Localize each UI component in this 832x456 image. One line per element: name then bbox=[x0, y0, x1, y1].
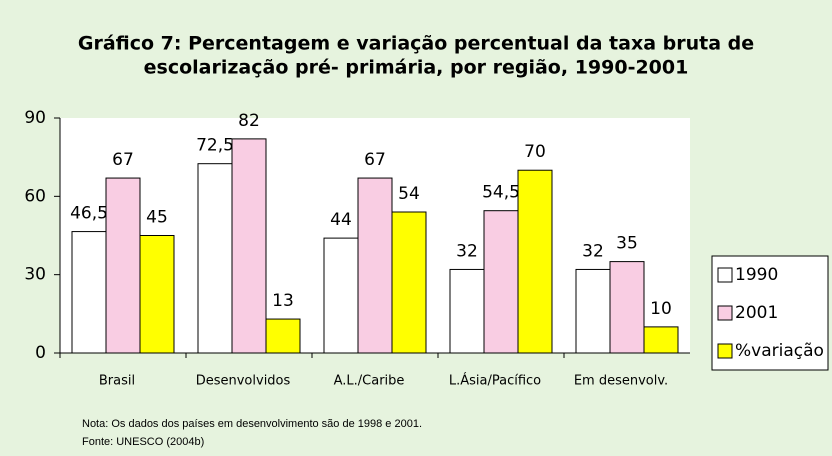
data-label: 32 bbox=[456, 241, 478, 261]
bar bbox=[483, 210, 519, 354]
bar bbox=[105, 177, 141, 354]
data-label: 45 bbox=[146, 208, 168, 228]
data-label: 70 bbox=[524, 142, 546, 162]
y-tick-label: 60 bbox=[24, 186, 46, 206]
bar bbox=[197, 163, 233, 354]
data-label: 46,5 bbox=[70, 204, 108, 224]
data-label: 54 bbox=[398, 184, 420, 204]
data-label: 54,5 bbox=[482, 183, 520, 203]
chart-title: escolarização pré- primária, por região,… bbox=[144, 57, 689, 79]
data-label: 44 bbox=[330, 210, 352, 230]
data-label: 82 bbox=[238, 111, 260, 131]
data-label: 13 bbox=[272, 291, 294, 311]
legend-label: %variação bbox=[735, 341, 824, 361]
x-tick-label: A.L./Caribe bbox=[334, 374, 405, 389]
bar bbox=[265, 318, 301, 354]
bar bbox=[575, 268, 611, 354]
bar bbox=[357, 177, 393, 354]
bar bbox=[643, 326, 679, 354]
bar bbox=[71, 231, 107, 354]
data-label: 32 bbox=[582, 241, 604, 261]
y-tick-label: 90 bbox=[24, 108, 46, 128]
bar bbox=[517, 169, 553, 354]
note: Nota: Os dados dos países em desenvolvim… bbox=[82, 418, 422, 430]
bar bbox=[609, 261, 645, 354]
bar bbox=[231, 138, 267, 354]
x-tick-label: Desenvolvidos bbox=[196, 374, 291, 389]
legend-label: 2001 bbox=[735, 303, 778, 323]
bar bbox=[323, 237, 359, 354]
legend-label: 1990 bbox=[735, 265, 778, 285]
data-label: 67 bbox=[364, 150, 386, 170]
data-label: 10 bbox=[650, 299, 672, 319]
y-tick-label: 30 bbox=[24, 265, 46, 285]
legend-swatch bbox=[717, 305, 733, 321]
chart-title: Gráfico 7: Percentagem e variação percen… bbox=[78, 33, 754, 55]
x-tick-label: Brasil bbox=[99, 374, 135, 389]
data-label: 72,5 bbox=[196, 136, 234, 156]
legend-swatch bbox=[717, 267, 733, 283]
y-tick-label: 0 bbox=[35, 343, 46, 363]
data-label: 35 bbox=[616, 234, 638, 254]
bar bbox=[139, 235, 175, 354]
legend-swatch bbox=[717, 343, 733, 359]
bar bbox=[449, 268, 485, 354]
x-tick-label: Em desenvolv. bbox=[574, 374, 668, 389]
bar bbox=[391, 211, 427, 354]
source: Fonte: UNESCO (2004b) bbox=[82, 436, 204, 448]
x-tick-label: L.Ásia/Pacífico bbox=[449, 373, 541, 389]
data-label: 67 bbox=[112, 150, 134, 170]
